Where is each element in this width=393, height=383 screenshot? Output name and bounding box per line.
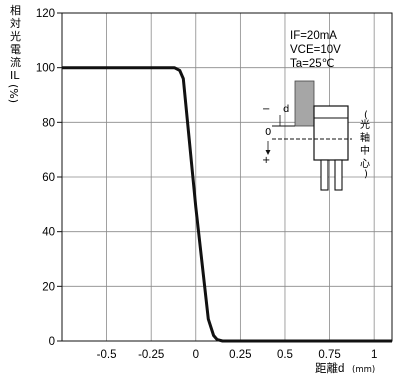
svg-text:流: 流	[10, 55, 21, 69]
svg-text:中: 中	[360, 144, 370, 157]
plus-label: +	[262, 155, 270, 166]
x-tick-label: -0.25	[138, 349, 164, 361]
svg-text:光: 光	[10, 29, 21, 43]
y-tick-label: 120	[36, 8, 55, 20]
x-tick-label: 1	[371, 349, 377, 361]
zero-label: 0	[265, 127, 271, 138]
svg-text:): )	[364, 169, 368, 180]
condition-if: IF=20mA	[290, 30, 337, 42]
minus-label: −	[262, 104, 270, 115]
x-axis-label: 距離d	[315, 361, 344, 375]
inset-diagram: d − 0 + ( 光 軸 中 心 )	[262, 80, 370, 191]
condition-vce: VCE=10V	[290, 44, 341, 56]
svg-text:(%): (%)	[7, 84, 20, 103]
y-tick-label: 60	[42, 172, 55, 184]
x-tick-label: -0.5	[97, 349, 117, 361]
optical-axis-label: ( 光 軸 中 心 )	[360, 110, 370, 180]
svg-text:IL: IL	[10, 69, 20, 82]
y-tick-label: 80	[42, 117, 55, 129]
svg-text:相: 相	[10, 4, 21, 17]
y-axis-label: 相 対 光 電 流 IL (%)	[7, 4, 21, 103]
tick-labels: -0.5 -0.25 0 0.25 0.5 0.75 1 0 20 40 60 80 100 120	[36, 8, 378, 361]
conditions: IF=20mA VCE=10V Ta=25℃	[290, 30, 341, 70]
y-tick-label: 40	[42, 227, 55, 239]
y-tick-label: 0	[49, 336, 55, 348]
series-line	[62, 66, 392, 343]
y-tick-label: 20	[42, 281, 55, 293]
x-tick-label: 0.25	[229, 349, 251, 361]
x-tick-label: 0	[193, 349, 199, 361]
x-tick-label: 0.75	[318, 349, 340, 361]
svg-text:光: 光	[360, 118, 370, 131]
svg-text:(: (	[364, 110, 368, 121]
emitter-block	[294, 80, 315, 127]
svg-text:電: 電	[10, 43, 21, 56]
svg-text:対: 対	[10, 16, 21, 30]
sensor-body	[313, 105, 349, 161]
y-tick-label: 100	[36, 63, 55, 75]
condition-ta: Ta=25℃	[290, 58, 335, 70]
svg-text:軸: 軸	[360, 131, 370, 144]
svg-text:心: 心	[360, 158, 370, 170]
d-label: d	[283, 104, 289, 115]
x-tick-label: 0.5	[277, 349, 293, 361]
x-axis-unit: (mm)	[352, 365, 375, 375]
